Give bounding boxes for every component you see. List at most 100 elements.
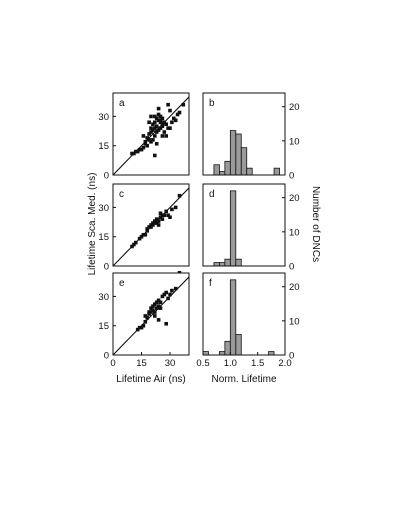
panel-label: c <box>119 189 124 200</box>
data-point <box>151 223 155 227</box>
data-point <box>153 314 157 318</box>
plot-frame <box>112 183 190 267</box>
data-point <box>153 126 157 130</box>
data-point <box>132 242 136 247</box>
y-tick-label: 10 <box>289 136 300 147</box>
data-point <box>158 114 163 119</box>
y-left-axis-title: Lifetime Sca. Med. (ns) <box>87 173 98 276</box>
data-point <box>162 213 167 218</box>
y-right-axis-title: Number of DNCs <box>310 186 321 262</box>
y-tick-label: 20 <box>289 193 300 204</box>
plot-frame <box>202 92 286 176</box>
y-tick-label: 0 <box>289 262 294 273</box>
data-point <box>149 310 153 314</box>
data-point <box>160 124 165 128</box>
data-point <box>147 225 151 229</box>
histogram-bar <box>235 334 242 355</box>
data-point <box>156 112 161 117</box>
data-point <box>181 102 186 107</box>
histogram-bar <box>218 171 226 175</box>
marks-f <box>203 279 275 355</box>
data-point <box>158 215 163 219</box>
data-point <box>137 236 142 241</box>
data-point <box>143 140 148 144</box>
data-point <box>168 108 172 113</box>
y-tick-label: 0 <box>289 351 294 362</box>
data-point <box>151 221 155 225</box>
data-point <box>156 219 161 223</box>
panel-b: 0 10 20 b <box>202 92 300 182</box>
data-point <box>149 223 153 227</box>
data-point <box>164 209 168 214</box>
data-point <box>143 320 148 324</box>
data-point <box>158 120 163 125</box>
data-point <box>156 128 161 132</box>
data-point <box>134 149 138 154</box>
data-point <box>147 138 151 142</box>
y-tick-label: 15 <box>98 321 109 332</box>
data-point <box>145 316 149 320</box>
y-tick-label: 15 <box>98 141 109 152</box>
data-point <box>137 147 142 152</box>
panel-label: b <box>209 98 215 109</box>
data-point <box>135 327 140 332</box>
y-tick-label: 0 <box>104 171 109 182</box>
histogram-bar <box>235 133 242 175</box>
histogram-bar <box>235 258 242 266</box>
data-point <box>158 306 163 310</box>
y-tick-label: 15 <box>98 232 109 243</box>
data-point <box>160 134 165 138</box>
data-point <box>151 122 155 127</box>
marks-b <box>213 130 280 175</box>
x-tick-label: 2.0 <box>278 358 291 369</box>
y-tick-label: 30 <box>98 112 109 123</box>
plot-frame <box>112 272 190 356</box>
histogram-bar <box>218 351 226 355</box>
data-point <box>149 130 153 134</box>
data-point <box>170 120 174 125</box>
data-point <box>153 219 157 223</box>
data-point <box>156 304 161 308</box>
data-point <box>162 292 167 297</box>
data-point <box>139 234 144 239</box>
data-point <box>141 232 146 237</box>
data-point <box>137 325 142 330</box>
plot-frame <box>112 92 190 176</box>
data-point <box>158 300 163 305</box>
data-point <box>156 318 161 322</box>
data-point <box>166 296 170 301</box>
data-point <box>156 118 161 123</box>
data-point <box>154 217 159 221</box>
data-point <box>151 308 155 312</box>
x-tick-label: 1.0 <box>224 358 237 369</box>
data-point <box>153 120 157 125</box>
data-point <box>147 120 151 125</box>
panel-label: f <box>209 278 212 289</box>
histogram-bar <box>229 279 237 355</box>
panel-c: 0 15 30 c <box>98 183 190 273</box>
data-point <box>153 153 157 158</box>
data-point <box>164 321 168 326</box>
panel-d: 0 10 20 d <box>202 183 300 273</box>
x-tick-label: 0 <box>110 358 115 369</box>
data-point <box>130 244 134 249</box>
y-tick-label: 10 <box>289 316 300 327</box>
data-point <box>154 306 159 310</box>
plot-frame <box>202 183 286 267</box>
data-point <box>143 232 148 237</box>
panel-a: 0 15 30 a <box>98 92 190 182</box>
data-point <box>158 126 163 130</box>
data-point <box>154 141 159 146</box>
histogram-bar <box>218 262 226 266</box>
data-point <box>156 223 161 227</box>
data-point <box>154 130 159 134</box>
panel-label: a <box>119 98 125 109</box>
data-point <box>154 124 159 128</box>
data-point <box>147 310 151 314</box>
data-point <box>160 294 165 299</box>
data-point <box>151 304 155 308</box>
data-point <box>164 290 168 295</box>
data-point <box>153 221 157 225</box>
data-point <box>149 126 153 130</box>
identity-line <box>113 96 189 175</box>
